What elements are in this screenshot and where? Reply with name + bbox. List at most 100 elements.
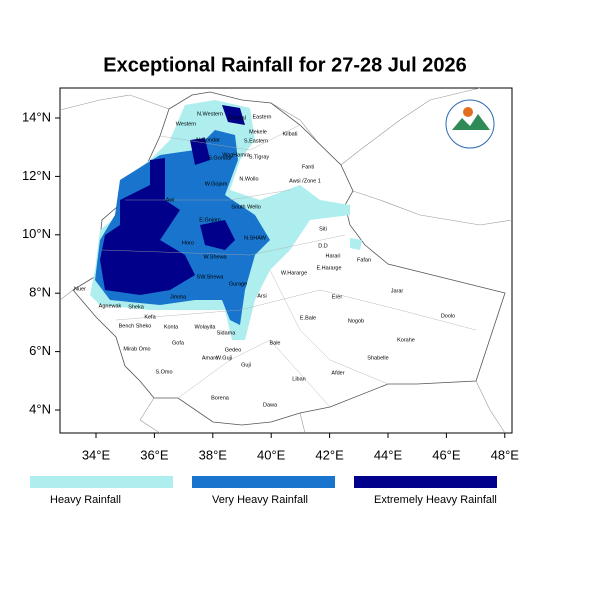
zone-border — [269, 269, 389, 385]
region-label: E.Hararge — [316, 265, 341, 271]
legend: Heavy Rainfall Very Heavy Rainfall Extreme… — [30, 476, 497, 506]
border — [299, 412, 306, 434]
border — [270, 87, 481, 166]
heavy-rain-area — [350, 238, 362, 250]
region-label: Western — [176, 121, 196, 127]
region-label: Wolayita — [195, 324, 217, 330]
region-label: South Wello — [231, 204, 261, 210]
y-tick-label: 4°N — [29, 401, 51, 416]
axes: 34°E 36°E 38°E 40°E 42°E 44°E 46°E 48°E 14°N 12°N… — [22, 109, 519, 462]
rainfall-patches — [90, 100, 362, 340]
region-label: Amaro — [202, 355, 218, 361]
legend-label: Heavy Rainfall — [50, 494, 121, 506]
region-label: Arsi — [257, 293, 266, 299]
region-label: W.Guji — [216, 355, 232, 361]
x-tick-label: 44°E — [374, 447, 403, 462]
x-tick-label: 38°E — [199, 447, 228, 462]
region-label: N.Wollo — [239, 176, 258, 182]
region-label: Mekele — [249, 129, 267, 135]
x-tick-label: 48°E — [491, 447, 520, 462]
extreme-rain-area — [200, 220, 235, 250]
region-label: Konta — [164, 324, 179, 330]
region-label: Jarar — [391, 288, 404, 294]
zone-border — [101, 234, 346, 256]
zone-border — [159, 124, 301, 151]
extreme-rain-area — [190, 138, 210, 165]
region-label: S.Tigray — [249, 154, 270, 160]
region-label: Sidama — [217, 330, 237, 336]
legend-label: Extremely Heavy Rainfall — [374, 494, 497, 506]
region-label: S.Gondar — [208, 155, 232, 161]
region-label: D.D — [318, 243, 328, 249]
region-label: Nogob — [348, 318, 364, 324]
zone-borders — [101, 124, 477, 408]
region-label: S.Eastern — [244, 138, 268, 144]
region-label: Fafan — [357, 257, 371, 263]
region-label: Horo — [182, 240, 194, 246]
legend-swatch — [354, 476, 497, 488]
legend-swatch — [192, 476, 335, 488]
region-label: E.Bale — [300, 315, 316, 321]
region-label: Borena — [211, 395, 230, 401]
border — [59, 94, 170, 111]
region-label: Liban — [292, 376, 305, 382]
region-label: WagHamra — [222, 152, 251, 158]
region-label: Awi — [166, 197, 175, 203]
region-label: Central — [228, 115, 246, 121]
y-tick-label: 6°N — [29, 343, 51, 358]
region-label: N.SHAW — [244, 235, 267, 241]
region-label: Erer — [332, 294, 343, 300]
region-label: Guji — [241, 362, 251, 368]
region-label: Korahe — [397, 337, 415, 343]
legend-label: Very Heavy Rainfall — [212, 494, 308, 506]
zone-border — [177, 339, 331, 408]
x-tick-label: 34°E — [82, 447, 111, 462]
legend-swatch — [30, 476, 173, 488]
region-label: Nuer — [74, 286, 86, 292]
border — [352, 190, 513, 226]
logo-circle — [445, 99, 495, 149]
region-label: Mirab Omo — [123, 346, 150, 352]
region-label: Kilbati — [283, 131, 298, 137]
border — [59, 289, 74, 301]
region-label: Jimma — [170, 294, 187, 300]
region-label: Bale — [269, 340, 280, 346]
region-label: Harari — [326, 253, 341, 259]
logo-sun — [463, 107, 473, 117]
region-label: Afder — [331, 370, 344, 376]
region-label: Eastern — [253, 114, 272, 120]
region-label: E.Gojam — [199, 217, 221, 223]
region-label: N.Gondar — [196, 137, 220, 143]
x-tick-label: 40°E — [257, 447, 286, 462]
region-label: SW.Shewa — [197, 274, 225, 280]
y-tick-label: 12°N — [22, 168, 51, 183]
extreme-rain-area — [222, 105, 245, 125]
y-tick-label: 10°N — [22, 226, 51, 241]
zone-border — [125, 189, 291, 201]
region-label: Awsi /Zone 1 — [289, 178, 321, 184]
region-label: Agnewak — [99, 303, 122, 309]
logo-hills — [452, 114, 490, 130]
region-label: Gofa — [172, 340, 185, 346]
x-tick-label: 36°E — [140, 447, 169, 462]
border — [139, 397, 161, 434]
map-title: Exceptional Rainfall for 27-28 Jul 2026 — [103, 54, 466, 76]
region-label: Doolo — [441, 313, 455, 319]
region-label: Gurage — [229, 281, 247, 287]
y-tick-label: 14°N — [22, 109, 51, 124]
region-label: N.Western — [197, 111, 223, 117]
region-label: W.Gojam — [205, 181, 228, 187]
region-label: W.Shewa — [203, 254, 227, 260]
region-label: Gedeo — [225, 347, 242, 353]
region-label: Bench Sheko — [119, 323, 152, 329]
region-label: Fanti — [302, 164, 314, 170]
border — [475, 380, 506, 434]
zone-border — [115, 289, 477, 331]
x-tick-label: 46°E — [432, 447, 461, 462]
y-tick-label: 8°N — [29, 285, 51, 300]
logo — [445, 99, 495, 149]
region-label: Kefa — [144, 314, 156, 320]
extreme-rain-area — [100, 158, 195, 295]
